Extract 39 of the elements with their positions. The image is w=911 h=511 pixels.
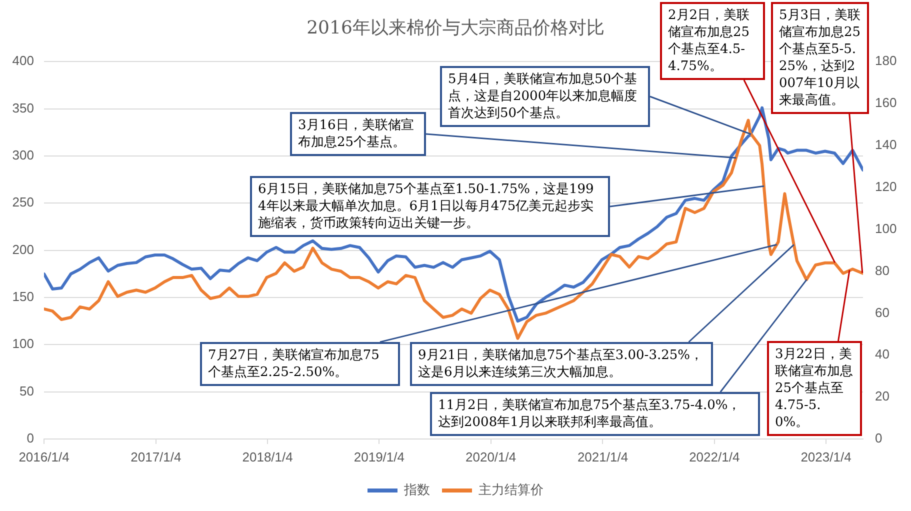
y2-tick-label: 120 bbox=[875, 178, 897, 194]
annotation: 6月15日，美联储加息75个基点至1.50-1.75%，这是1994年以来最大幅单次加息。6月1日以每月475亿美元起步实施缩表，货币政策转向迈出关键一步。 bbox=[250, 176, 610, 237]
y2-tick-label: 100 bbox=[875, 220, 897, 236]
x-tick-label: 2019/1/4 bbox=[354, 449, 404, 464]
legend-label: 主力结算价 bbox=[478, 482, 544, 498]
y-tick-label: 100 bbox=[12, 336, 34, 352]
annotation: 5月3日，美联储宣布加息25个基点至5-5.25%，达到2007年10月以来最高值。 bbox=[771, 2, 869, 114]
annotation: 5月4日，美联储宣布加息50个基点，这是自2000年以来加息幅度首次达到50个基点。 bbox=[440, 66, 650, 127]
legend-label: 指数 bbox=[403, 482, 430, 498]
annotation: 3月22日，美联储宣布加息25个基点至4.75-5.0%。 bbox=[767, 341, 862, 436]
x-tick-label: 2022/1/4 bbox=[689, 449, 740, 464]
x-tick-label: 2020/1/4 bbox=[466, 449, 516, 464]
y-tick-label: 0 bbox=[26, 430, 34, 446]
y2-tick-label: 0 bbox=[875, 430, 882, 446]
annotation: 2月2日，美联储宣布加息25个基点至4.5-4.75%。 bbox=[660, 2, 765, 80]
annotation: 3月16日，美联储宣布加息25个基点。 bbox=[290, 112, 426, 156]
x-tick-label: 2018/1/4 bbox=[242, 449, 293, 464]
y2-tick-label: 40 bbox=[875, 346, 890, 362]
x-tick-label: 2016/1/4 bbox=[18, 449, 70, 464]
y2-tick-label: 80 bbox=[875, 262, 890, 278]
y2-tick-label: 140 bbox=[875, 137, 897, 152]
y2-tick-label: 20 bbox=[875, 388, 890, 404]
chart-title: 2016年以来棉价与大宗商品价格对比 bbox=[306, 17, 604, 38]
y-tick-label: 200 bbox=[12, 242, 34, 257]
y2-tick-label: 160 bbox=[875, 95, 897, 110]
annotation: 11月2日，美联储宣布加息75个基点至3.75-4.0%，达到2008年1月以来联邦利率最高值。 bbox=[430, 392, 760, 436]
y-tick-label: 300 bbox=[12, 148, 34, 163]
y-tick-label: 250 bbox=[12, 194, 34, 210]
x-tick-label: 2017/1/4 bbox=[130, 449, 182, 464]
y2-tick-label: 60 bbox=[875, 304, 890, 320]
y-tick-label: 350 bbox=[12, 100, 34, 116]
x-tick-label: 2023/1/4 bbox=[800, 449, 852, 464]
y-tick-label: 150 bbox=[12, 289, 34, 304]
y-tick-label: 400 bbox=[12, 53, 34, 68]
annotation: 7月27日，美联储宣布加息75个基点至2.25-2.50%。 bbox=[200, 342, 400, 386]
x-tick-label: 2021/1/4 bbox=[577, 449, 628, 464]
annotation: 9月21日，美联储加息75个基点至3.00-3.25%，这是6月以来连续第三次大幅加息。 bbox=[410, 342, 713, 386]
y2-tick-label: 180 bbox=[875, 53, 897, 68]
y-tick-label: 50 bbox=[20, 383, 34, 398]
